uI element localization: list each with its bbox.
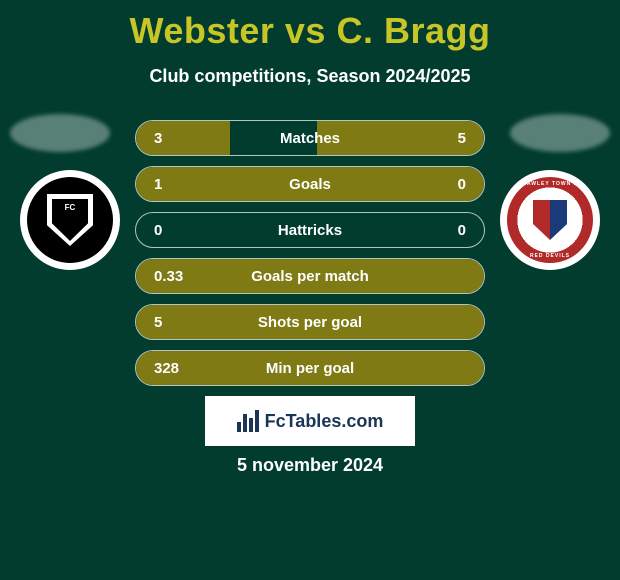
stat-value-left: 3 — [154, 130, 184, 147]
stat-value-left: 1 — [154, 176, 184, 193]
date-text: 5 november 2024 — [0, 455, 620, 476]
shield-icon: FC — [47, 194, 93, 246]
stat-value-left: 0 — [154, 222, 184, 239]
stat-row: 5 Shots per goal — [135, 304, 485, 340]
stat-label: Min per goal — [266, 360, 354, 377]
stat-value-right: 0 — [436, 176, 466, 193]
club-badge-left-text: FC — [52, 199, 88, 241]
club-badge-right-ring-top: CRAWLEY TOWN FC — [518, 181, 583, 187]
stat-value-left: 0.33 — [154, 268, 184, 285]
page-title: Webster vs C. Bragg — [0, 0, 620, 52]
club-badge-right-inner: CRAWLEY TOWN FC RED DEVILS — [507, 177, 593, 263]
stat-label: Shots per goal — [258, 314, 362, 331]
club-badge-left-inner: FC — [27, 177, 113, 263]
stat-value-right: 0 — [436, 222, 466, 239]
stat-row: 328 Min per goal — [135, 350, 485, 386]
stat-row: 1 Goals 0 — [135, 166, 485, 202]
stat-value-left: 5 — [154, 314, 184, 331]
stat-label: Hattricks — [278, 222, 342, 239]
stat-label: Goals per match — [251, 268, 369, 285]
stat-row: 0.33 Goals per match — [135, 258, 485, 294]
brand-box[interactable]: FcTables.com — [205, 396, 415, 446]
stats-panel: 3 Matches 5 1 Goals 0 0 Hattricks 0 0.33 Goals per… — [135, 120, 485, 386]
brand-text: FcTables.com — [265, 411, 384, 432]
subtitle: Club competitions, Season 2024/2025 — [0, 66, 620, 87]
club-badge-right-ring-bottom: RED DEVILS — [530, 253, 570, 259]
stat-value-left: 328 — [154, 360, 184, 377]
shield-icon — [533, 200, 567, 240]
club-badge-right[interactable]: CRAWLEY TOWN FC RED DEVILS — [500, 170, 600, 270]
player-right-name-glow — [510, 114, 610, 152]
player-left-name-glow — [10, 114, 110, 152]
bars-icon — [237, 410, 259, 432]
stat-row: 0 Hattricks 0 — [135, 212, 485, 248]
stat-label: Matches — [280, 130, 340, 147]
club-badge-left[interactable]: FC — [20, 170, 120, 270]
stat-value-right: 5 — [436, 130, 466, 147]
stat-row: 3 Matches 5 — [135, 120, 485, 156]
stat-label: Goals — [289, 176, 331, 193]
